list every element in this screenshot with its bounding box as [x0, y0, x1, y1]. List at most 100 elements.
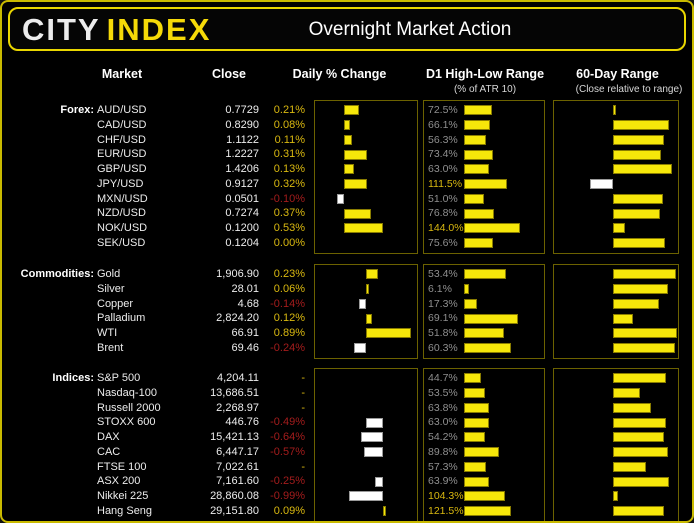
d1-range-label: 54.2%: [428, 431, 458, 444]
daily-change-value: 0.37%: [273, 207, 305, 220]
daily-change-value: -0.14%: [270, 297, 305, 310]
close-value: 66.91: [231, 327, 259, 339]
daily-change-value: -0.99%: [270, 490, 305, 502]
sixty-day-bar: [613, 506, 665, 517]
daily-change-value: 0.00%: [273, 236, 305, 249]
sixty-day-bar: [613, 284, 669, 295]
d1-range-bar: [464, 313, 518, 324]
d1-range-label: 63.9%: [428, 475, 458, 488]
page-title: Overnight Market Action: [308, 19, 512, 40]
close-value: 446.76: [225, 416, 259, 429]
market-name: Nikkei 225: [97, 490, 149, 502]
close-value: 1.1122: [226, 133, 259, 146]
sixty-day-bar: [613, 388, 640, 399]
market-name: ASX 200: [97, 475, 141, 488]
daily-change-value: 0.89%: [273, 327, 305, 339]
market-name: MXN/USD: [97, 192, 148, 205]
d1-range-bar: [464, 491, 505, 502]
market-name: Palladium: [97, 312, 146, 325]
daily-change-bar: [374, 476, 383, 487]
daily-change-value: -: [301, 372, 305, 384]
daily-change-value: -0.25%: [270, 475, 305, 488]
d1-range-label: 60.3%: [428, 341, 458, 354]
section-commodities: Commodities: Gold 1,906.90 0.23% Silver 28.01…: [2, 264, 692, 359]
sixty-day-bar: [613, 402, 651, 413]
sixty-day-bar: [613, 223, 625, 234]
d1-range-bar: [464, 373, 482, 384]
column-header-60-day: 60-Day Range: [576, 67, 659, 81]
section-indices: Indices: S&P 500 4,204.11 - Nasdaq-100 13,686…: [2, 368, 692, 521]
daily-change-bar: [353, 343, 366, 354]
d1-range-bar: [464, 269, 506, 280]
close-value: 0.8290: [225, 118, 259, 131]
d1-range-bar: [464, 447, 500, 458]
d1-range-bar: [464, 328, 505, 339]
d1-range-bar: [464, 402, 489, 413]
close-value: 0.1200: [225, 222, 259, 234]
daily-change-bar: [366, 313, 373, 324]
daily-change-chart: [314, 264, 418, 359]
d1-range-label: 56.3%: [428, 133, 458, 146]
d1-range-label: 63.0%: [428, 416, 458, 429]
d1-range-label: 89.8%: [428, 445, 458, 458]
daily-change-chart: [314, 100, 418, 254]
d1-range-label: 66.1%: [428, 118, 458, 131]
close-value: 28.01: [231, 282, 259, 295]
column-subheader-d1-range: (% of ATR 10): [453, 84, 517, 95]
close-value: 0.7274: [225, 207, 259, 220]
market-name: Russell 2000: [97, 401, 161, 414]
daily-change-value: -0.49%: [270, 416, 305, 429]
market-name: FTSE 100: [97, 460, 147, 473]
column-subheader-60-day: (Close relative to range): [575, 84, 683, 95]
column-header-daily-change: Daily % Change: [292, 67, 387, 81]
d1-range-label: 44.7%: [428, 372, 458, 385]
sixty-day-bar: [613, 238, 665, 249]
daily-change-bar: [344, 164, 354, 175]
d1-range-bar: [464, 223, 521, 234]
market-name: DAX: [97, 431, 120, 443]
daily-change-value: -: [301, 386, 305, 399]
d1-range-bar: [464, 298, 478, 309]
sixty-day-bar: [613, 208, 661, 219]
market-name: NOK/USD: [97, 222, 148, 234]
sixty-day-chart: [553, 100, 679, 254]
daily-change-value: 0.21%: [273, 104, 305, 116]
close-value: 0.9127: [225, 177, 259, 190]
section-forex: Forex: AUD/USD 0.7729 0.21% CAD/USD 0.8290 0.0…: [2, 100, 692, 254]
d1-range-bar: [464, 238, 494, 249]
daily-change-bar: [336, 193, 345, 204]
close-value: 4.68: [237, 297, 259, 310]
d1-range-label: 51.8%: [428, 327, 458, 340]
market-name: CAD/USD: [97, 118, 147, 131]
market-name: NZD/USD: [97, 207, 146, 220]
daily-change-value: 0.32%: [273, 177, 305, 190]
close-value: 4,204.11: [216, 372, 259, 384]
daily-change-bar: [366, 328, 412, 339]
sixty-day-bar: [613, 149, 661, 160]
close-value: 2,824.20: [216, 312, 259, 325]
close-value: 1.2227: [225, 148, 259, 161]
daily-change-bar: [344, 149, 367, 160]
d1-range-chart: 72.5% 66.1% 56.3% 73.4% 63.0% 111.5% 51.0% 76.8…: [423, 100, 545, 254]
daily-change-value: 0.06%: [273, 282, 305, 295]
close-value: 0.1204: [225, 236, 259, 249]
sixty-day-bar: [613, 193, 663, 204]
d1-range-label: 111.5%: [428, 177, 463, 190]
d1-range-bar: [464, 164, 489, 175]
daily-change-bar: [358, 298, 366, 309]
daily-change-bar: [383, 506, 387, 517]
d1-range-bar: [464, 134, 486, 145]
header: CITY INDEX Overnight Market Action: [8, 7, 686, 51]
sixty-day-bar: [613, 313, 633, 324]
d1-range-label: 6.1%: [428, 282, 452, 295]
d1-range-label: 57.3%: [428, 460, 458, 473]
sixty-day-bar: [613, 164, 672, 175]
d1-range-label: 53.4%: [428, 268, 458, 281]
d1-range-label: 69.1%: [428, 312, 458, 325]
d1-range-bar: [464, 506, 512, 517]
daily-change-value: -0.64%: [270, 431, 305, 443]
d1-range-bar: [464, 149, 493, 160]
daily-change-chart: [314, 368, 418, 521]
close-value: 15,421.13: [210, 431, 259, 443]
